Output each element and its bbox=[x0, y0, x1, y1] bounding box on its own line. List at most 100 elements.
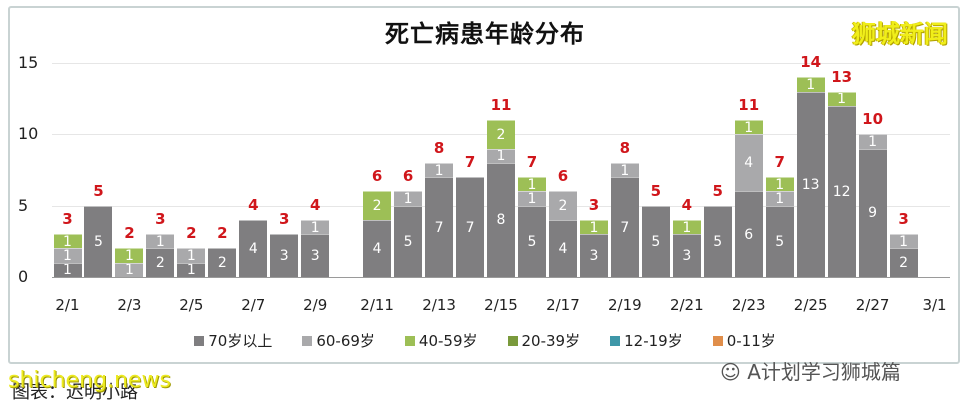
bar-segment: 4 bbox=[548, 219, 577, 277]
bar-2/2: 5 bbox=[84, 205, 113, 277]
bar-segment: 4 bbox=[363, 219, 392, 277]
total-label: 6 bbox=[402, 167, 414, 186]
brand-logo: 狮城新闻 bbox=[852, 20, 948, 48]
bar-2/6: 2 bbox=[208, 248, 237, 277]
bar-segment: 12 bbox=[827, 105, 856, 277]
y-tick-label: 5 bbox=[18, 195, 29, 215]
bar-segment: 5 bbox=[84, 205, 113, 277]
legend-label: 60-69岁 bbox=[316, 332, 375, 350]
total-label: 7 bbox=[774, 153, 785, 172]
bar-segment: 1 bbox=[177, 248, 206, 263]
bar-segment: 1 bbox=[115, 248, 144, 263]
x-tick-label: 2/23 bbox=[731, 296, 766, 314]
bar-segment: 2 bbox=[889, 248, 918, 277]
bar-segment: 13 bbox=[796, 91, 825, 277]
bar-2/7: 4 bbox=[239, 219, 268, 277]
bar-segment: 7 bbox=[425, 177, 454, 277]
legend-item: 40-59岁 bbox=[404, 330, 478, 351]
total-label: 3 bbox=[155, 210, 166, 229]
bar-2/8: 3 bbox=[270, 234, 299, 277]
bar-segment: 1 bbox=[827, 91, 856, 106]
x-tick-label: 2/27 bbox=[855, 296, 890, 314]
bar-segment: 1 bbox=[53, 234, 82, 249]
bar-segment: 1 bbox=[177, 262, 206, 277]
bar-segment: 1 bbox=[889, 234, 918, 249]
total-label: 6 bbox=[371, 167, 383, 186]
wechat-label: A计划学习狮城篇 bbox=[747, 360, 901, 384]
total-label: 5 bbox=[650, 181, 662, 200]
total-label: 7 bbox=[526, 153, 538, 172]
total-label: 10 bbox=[862, 110, 884, 129]
bar-segment: 1 bbox=[115, 262, 144, 277]
total-label: 4 bbox=[681, 195, 693, 214]
bar-segment: 1 bbox=[517, 177, 546, 192]
bar-segment: 1 bbox=[796, 77, 825, 92]
x-tick-label: 2/1 bbox=[55, 296, 80, 314]
total-label: 3 bbox=[588, 195, 600, 214]
total-label: 11 bbox=[738, 96, 760, 115]
legend-label: 0-11岁 bbox=[726, 332, 776, 350]
bar-segment: 5 bbox=[703, 205, 732, 277]
bar-segment: 5 bbox=[765, 205, 794, 277]
y-tick-label: 10 bbox=[18, 124, 39, 144]
total-label: 5 bbox=[93, 181, 104, 200]
footer-caption: 图表：迟明小路 bbox=[12, 382, 138, 403]
bar-segment: 5 bbox=[641, 205, 670, 277]
bar-segment: 4 bbox=[734, 134, 763, 192]
bar-2/25: 13 1 bbox=[796, 77, 825, 277]
bar-segment: 9 bbox=[858, 148, 887, 277]
legend-item: 70岁以上 bbox=[194, 330, 272, 351]
x-tick-label: 2/13 bbox=[422, 296, 456, 314]
wechat-account: ☺ A计划学习狮城篇 bbox=[720, 356, 901, 385]
bar-segment: 2 bbox=[146, 248, 175, 277]
bar-segment: 1 bbox=[765, 177, 794, 192]
y-tick-label: 15 bbox=[18, 53, 39, 72]
x-tick-label: 2/21 bbox=[669, 296, 704, 314]
total-label: 2 bbox=[186, 224, 197, 243]
legend-swatch bbox=[610, 335, 621, 346]
legend-label: 20-39岁 bbox=[521, 332, 581, 350]
total-label: 13 bbox=[831, 67, 853, 86]
bar-segment: 1 bbox=[858, 134, 887, 149]
x-axis-line bbox=[52, 277, 950, 278]
x-tick-label: 3/1 bbox=[922, 296, 947, 314]
total-label: 4 bbox=[310, 195, 321, 214]
bar-2/20: 5 bbox=[641, 205, 670, 277]
bar-segment: 1 bbox=[53, 248, 82, 263]
bar-segment: 1 bbox=[53, 262, 82, 277]
total-label: 8 bbox=[619, 138, 631, 157]
x-tick-label: 2/3 bbox=[117, 296, 142, 314]
bar-2/26: 12 1 bbox=[827, 91, 856, 277]
watermark: shicheng.news bbox=[8, 368, 171, 393]
bar-segment: 1 bbox=[610, 162, 639, 178]
y-tick-label: 0 bbox=[18, 267, 29, 286]
legend-swatch bbox=[194, 335, 205, 346]
total-label: 2 bbox=[124, 224, 135, 243]
bar-segment: 1 bbox=[672, 219, 701, 235]
bar-segment: 2 bbox=[208, 248, 237, 277]
bar-segment: 1 bbox=[425, 162, 454, 178]
legend-swatch bbox=[712, 335, 723, 346]
bar-segment: 1 bbox=[146, 234, 175, 249]
wechat-icon: ☺ bbox=[720, 360, 748, 384]
bar-segment: 4 bbox=[239, 219, 268, 277]
bar-2/22: 5 bbox=[703, 205, 732, 277]
legend-item: 0-11岁 bbox=[712, 330, 776, 351]
bar-segment: 2 bbox=[363, 191, 392, 220]
x-tick-label: 2/15 bbox=[484, 296, 518, 314]
